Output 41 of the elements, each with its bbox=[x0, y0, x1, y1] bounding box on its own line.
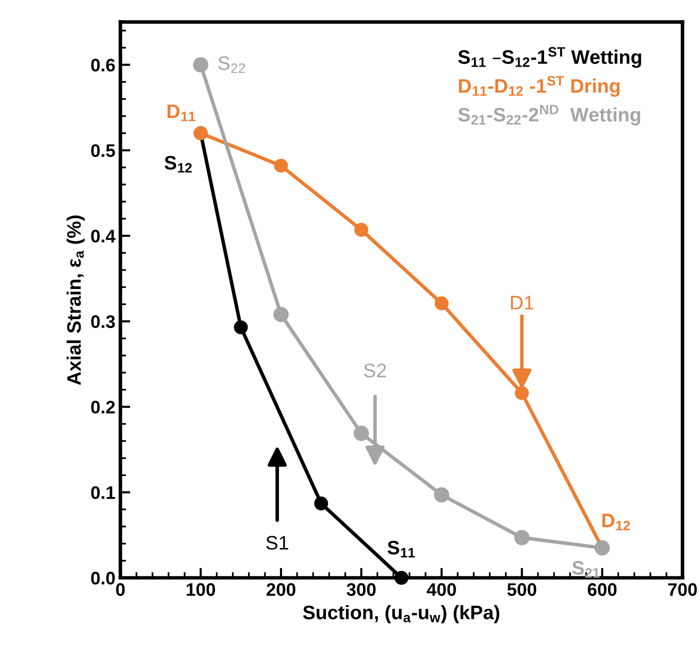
y-tick-label: 0.4 bbox=[91, 230, 116, 243]
annotation: S2 bbox=[364, 364, 386, 378]
annotation: S$_{11}$ bbox=[388, 540, 415, 558]
point bbox=[514, 386, 529, 400]
x-tick-label: 700 bbox=[668, 583, 697, 596]
x-tick-label: 500 bbox=[507, 583, 536, 596]
annotation: S$_{21}$ bbox=[572, 560, 600, 578]
x-tick-label: 600 bbox=[588, 583, 617, 596]
point bbox=[274, 158, 288, 173]
x-axis-title: Suction, (u$_{a}$-u$_{w}$) (kPa) bbox=[303, 605, 500, 624]
text: S$_{11}$ –S$_{12}$-1$^{ST}$ Wetting bbox=[458, 47, 642, 68]
annotation: S$_{22}$ bbox=[218, 56, 245, 73]
text: S$_{21}$-S$_{22}$-2$^{ND}$ Wetting bbox=[458, 104, 640, 126]
annotation: S$_{12}$ bbox=[164, 156, 192, 173]
annotation: S1 bbox=[266, 536, 288, 550]
point bbox=[434, 296, 449, 310]
point bbox=[354, 426, 369, 441]
point bbox=[273, 306, 289, 322]
point bbox=[193, 57, 208, 72]
point bbox=[354, 222, 368, 237]
point bbox=[514, 530, 530, 546]
point bbox=[394, 570, 408, 585]
y-tick-label: 0.5 bbox=[91, 144, 116, 158]
y-tick-label: 0.3 bbox=[91, 315, 115, 328]
point bbox=[314, 496, 328, 510]
y-tick-label: 0.1 bbox=[91, 486, 116, 500]
annotation: D$_{12}$ bbox=[602, 514, 630, 530]
y-tick-label: 0.2 bbox=[91, 400, 115, 414]
y-tick-label: 0.6 bbox=[91, 58, 115, 72]
y-axis-title: Axial Strain, ε$_{a}$ (%) bbox=[66, 216, 85, 386]
point bbox=[434, 487, 450, 503]
x-tick-label: 0 bbox=[116, 583, 125, 596]
annotation: D1 bbox=[511, 296, 534, 310]
x-tick-label: 200 bbox=[266, 583, 296, 596]
point bbox=[234, 320, 248, 334]
text: D$_{11}$-D$_{12}$ -1$^{ST}$ Dring bbox=[458, 76, 620, 97]
y-tick-label: 0.0 bbox=[91, 572, 115, 585]
x-tick-label: 400 bbox=[426, 583, 456, 596]
x-tick-label: 100 bbox=[186, 583, 216, 596]
annotation: D$_{11}$ bbox=[168, 104, 196, 122]
x-tick-label: 300 bbox=[346, 583, 376, 596]
